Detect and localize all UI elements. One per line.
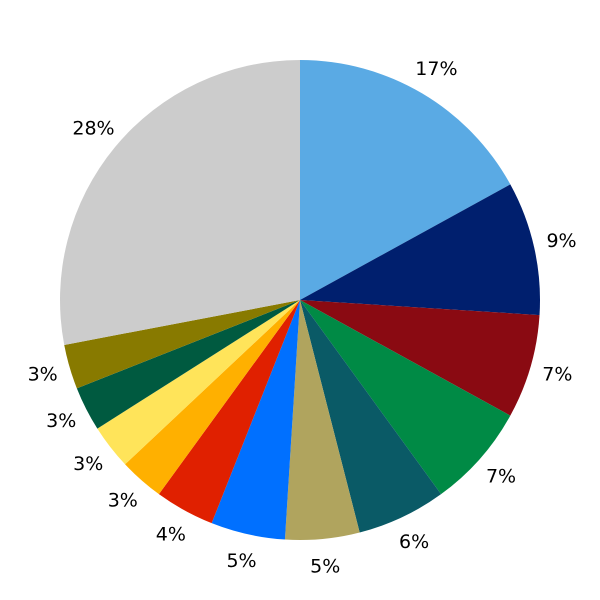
pie-slices: [59, 60, 540, 540]
slice-label: 3%: [28, 363, 58, 385]
slice-label: 7%: [486, 466, 516, 488]
pie-slice: [300, 300, 442, 533]
slice-label: 6%: [399, 531, 429, 553]
pie-slice: [97, 300, 300, 465]
slice-label: 5%: [310, 555, 340, 577]
slice-label: 9%: [546, 230, 576, 252]
pie-slice: [125, 300, 300, 495]
slice-label: 17%: [415, 58, 457, 80]
pie-slice: [300, 300, 511, 495]
slice-label: 3%: [46, 410, 76, 432]
pie-labels: 17%9%7%7%6%5%5%4%3%3%3%3%28%: [28, 58, 577, 577]
pie-slice: [300, 184, 540, 316]
slice-label: 3%: [73, 453, 103, 475]
pie-slice: [158, 300, 300, 524]
pie-slice: [300, 60, 511, 300]
slice-label: 4%: [156, 523, 186, 545]
pie-slice: [64, 300, 300, 389]
pie-slice: [76, 300, 301, 429]
slice-label: 5%: [226, 550, 256, 572]
pie-slice: [284, 300, 360, 540]
slice-label: 7%: [542, 363, 572, 385]
pie-slice: [300, 300, 540, 416]
slice-label: 28%: [72, 118, 114, 140]
pie-slice: [59, 60, 301, 345]
slice-label: 3%: [108, 490, 138, 512]
pie-slice: [211, 300, 300, 540]
